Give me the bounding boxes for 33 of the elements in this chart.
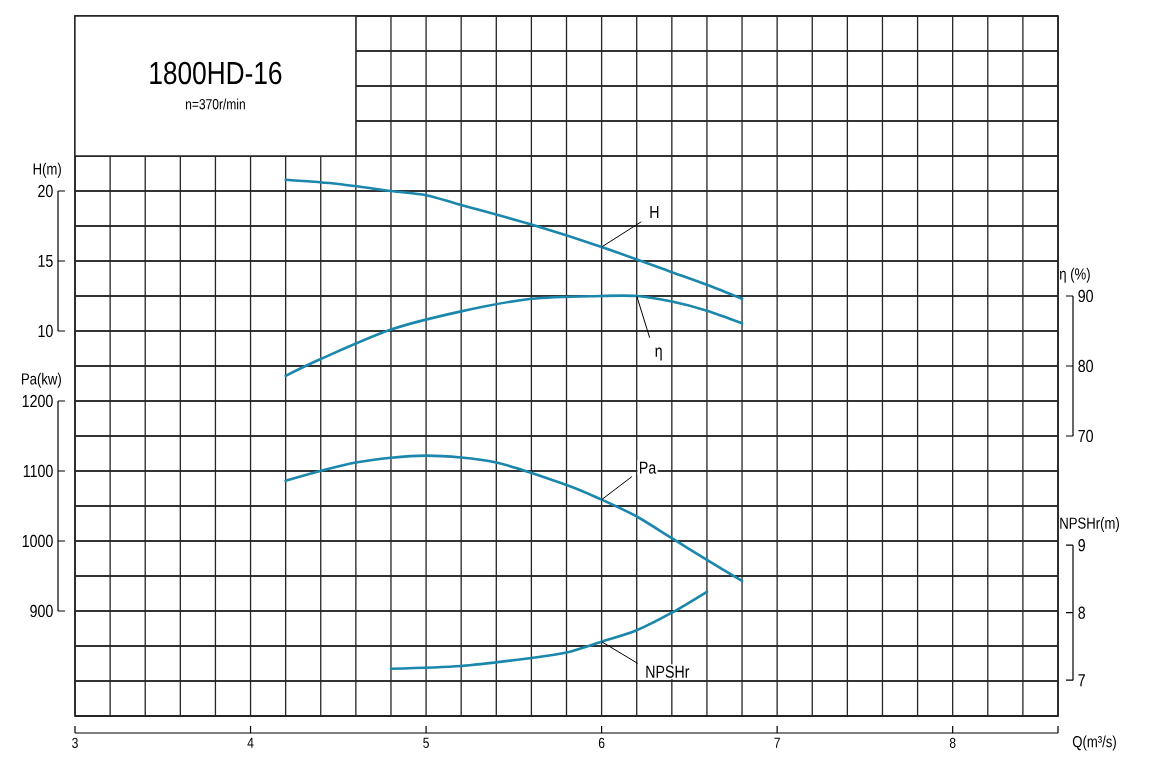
y2-tick-label: 7	[1078, 674, 1085, 687]
text: H	[650, 206, 659, 218]
y2-axis-title: η (%)	[1059, 267, 1090, 283]
x-axis-title: Q(m³/s)	[1072, 735, 1116, 751]
x-tick-label: 4	[247, 737, 254, 748]
y-tick-label: 15	[38, 254, 53, 268]
y-tick-label: 1100	[23, 464, 53, 478]
y-tick-label: 900	[30, 604, 53, 618]
x-tick-label: 3	[72, 737, 78, 749]
x-tick-label: 8	[949, 737, 956, 749]
y-tick-label: 20	[38, 184, 53, 198]
y-tick-label: 1200	[22, 394, 53, 408]
y-axis-title: Pa(kw)	[21, 372, 61, 388]
text: 1800HD-16	[150, 61, 282, 85]
line-series	[284, 294, 744, 378]
text: n=370r/min	[185, 98, 245, 110]
y2-tick-label: 90	[1078, 289, 1093, 303]
y2-tick-label: 8	[1078, 606, 1086, 619]
text: NPSHr	[646, 665, 690, 678]
y-axis-title: H(m)	[33, 162, 61, 178]
y2-tick-label: 9	[1078, 539, 1085, 552]
x-tick-label: 5	[423, 737, 429, 748]
y-tick-label: 1000	[22, 534, 53, 548]
y2-axis-title: NPSHr(m)	[1060, 517, 1119, 532]
text: η	[655, 347, 662, 361]
text: Pa	[639, 461, 657, 474]
line-series	[284, 454, 744, 583]
y2-tick-label: 80	[1078, 359, 1093, 373]
line-series	[284, 178, 744, 301]
x-tick-label: 7	[774, 737, 780, 748]
y2-tick-label: 70	[1078, 429, 1093, 443]
x-tick-label: 6	[598, 737, 605, 749]
y-tick-label: 10	[38, 324, 53, 338]
